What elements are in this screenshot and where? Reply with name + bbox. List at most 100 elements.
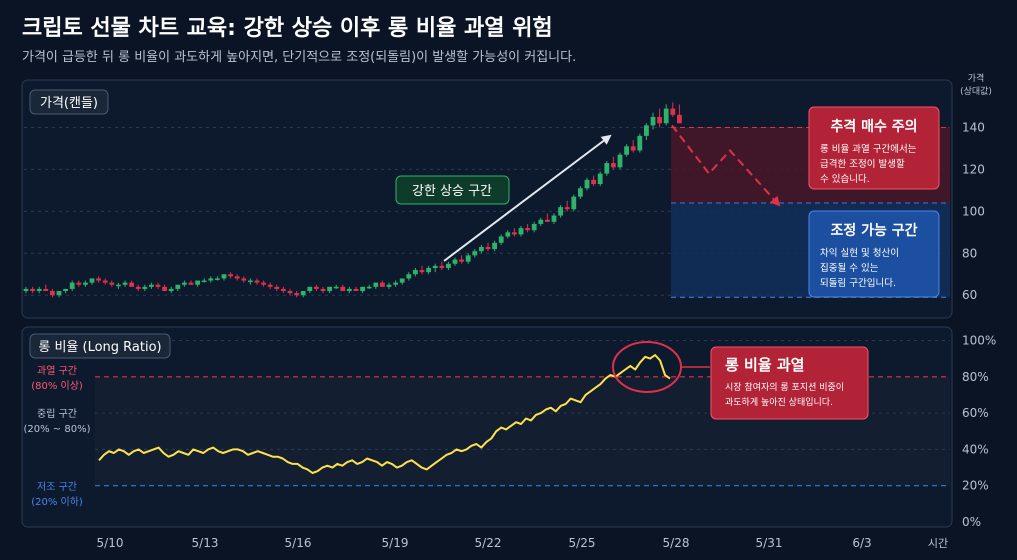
candle-body xyxy=(109,282,115,285)
candle-body xyxy=(624,146,629,155)
candle-body xyxy=(393,282,398,285)
ratio-tick-label: 40% xyxy=(962,442,989,456)
callout-ratio-box xyxy=(710,346,869,420)
candle-body xyxy=(83,282,88,285)
candle-body xyxy=(267,284,273,287)
candle-body xyxy=(182,282,187,285)
candle-body xyxy=(89,278,95,283)
candle-body xyxy=(248,280,253,283)
price-axis-title: 가격 xyxy=(968,72,985,84)
ratio-panel-label: 롱 비율 (Long Ratio) xyxy=(38,340,161,355)
forecast-path xyxy=(671,124,781,207)
candle-body xyxy=(188,282,194,285)
candle-body xyxy=(102,280,108,283)
callout-correction-text: 되돌림 구간입니다. xyxy=(820,277,896,289)
zone-label-low: (20% 이하) xyxy=(31,495,83,508)
candle-body xyxy=(228,274,233,277)
candle-body xyxy=(366,286,372,289)
price-tick-label: 140 xyxy=(962,120,985,134)
candle-body xyxy=(287,291,293,294)
x-axis-title: 시간 xyxy=(928,537,948,550)
candle-body xyxy=(373,282,379,287)
candle-body xyxy=(333,286,339,289)
candle-body xyxy=(518,228,524,235)
candle-body xyxy=(168,288,174,292)
candle-body xyxy=(485,246,491,250)
callout-ratio-text: 과도하게 높아진 상태입니다. xyxy=(725,396,833,408)
candle-body xyxy=(584,179,590,189)
candle-body xyxy=(446,263,451,268)
candle-body xyxy=(149,284,154,287)
callout-correction-text: 차익 실현 및 청산이 xyxy=(820,247,899,259)
callout-ratio-text: 시장 참여자의 롱 포지션 비중이 xyxy=(725,381,844,393)
candle-body xyxy=(76,282,82,285)
candle-body xyxy=(155,284,161,287)
callout-correction-box xyxy=(808,210,940,298)
candle-body xyxy=(201,280,207,283)
candle-body xyxy=(307,286,313,292)
candle-body xyxy=(23,288,29,292)
candle-body xyxy=(479,246,484,252)
rise-arrow xyxy=(443,134,612,262)
callout-chase-text: 롱 비율 과열 구간에서는 xyxy=(820,144,917,155)
candle-body xyxy=(135,286,141,289)
candle-body xyxy=(340,286,346,292)
candle-body xyxy=(657,116,662,124)
callout-chase-text: 수 있습니다. xyxy=(820,173,870,185)
candle-body xyxy=(234,276,240,279)
candle-body xyxy=(571,196,577,210)
price-tick-label: 80 xyxy=(962,246,977,260)
page-subtitle: 가격이 급등한 뒤 롱 비율이 과도하게 높아지면, 단기적으로 조정(되돌림)… xyxy=(22,50,577,65)
candle-body xyxy=(637,135,643,151)
candle-body xyxy=(578,188,583,197)
ratio-tick-label: 0% xyxy=(962,515,981,529)
x-tick-label: 5/22 xyxy=(475,536,502,550)
callout-correction-text: 집중될 수 있는 xyxy=(820,262,879,274)
callout-chase-title: 추격 매수 주의 xyxy=(830,118,917,135)
callout-chase-box xyxy=(808,106,940,190)
candle-body xyxy=(426,267,431,273)
candle-body xyxy=(670,108,676,115)
candle-body xyxy=(294,293,299,296)
x-tick-label: 6/3 xyxy=(852,536,871,550)
zone-label-low: 저조 구간 xyxy=(37,481,77,493)
candle-body xyxy=(215,278,220,280)
candle-body xyxy=(538,219,544,224)
candle-body xyxy=(505,232,511,237)
candle-body xyxy=(380,282,385,287)
price-axis-title: (상대값) xyxy=(960,85,992,97)
price-panel-label: 가격(캔들) xyxy=(40,96,98,111)
price-panel-label-box xyxy=(29,89,109,115)
x-tick-label: 5/19 xyxy=(382,536,409,550)
rise-label-box xyxy=(395,175,510,205)
candle-body xyxy=(300,291,306,296)
candle-body xyxy=(50,291,55,296)
candle-body xyxy=(281,288,286,292)
candle-body xyxy=(69,282,75,289)
candle-body xyxy=(432,265,438,268)
candle-body xyxy=(320,288,326,292)
x-tick-label: 5/31 xyxy=(756,536,783,550)
candle-body xyxy=(142,286,148,289)
price-tick-label: 60 xyxy=(962,288,977,302)
ratio-panel-label-box xyxy=(29,333,171,359)
candle-body xyxy=(129,282,134,287)
candle-body xyxy=(254,280,260,283)
candle-body xyxy=(465,255,471,262)
zone-label-high: (80% 이상) xyxy=(31,380,83,392)
x-tick-label: 5/13 xyxy=(192,536,219,550)
candle-body xyxy=(241,278,247,281)
candle-body xyxy=(439,265,445,268)
candle-body xyxy=(472,251,478,256)
candle-body xyxy=(175,284,181,289)
callout-chase-text: 급격한 조정이 발생할 xyxy=(820,158,905,170)
zone-label-mid: 중립 구간 xyxy=(37,407,77,420)
x-tick-label: 5/16 xyxy=(285,536,312,550)
candle-body xyxy=(399,278,405,283)
candle-body xyxy=(663,108,669,124)
candle-body xyxy=(327,286,332,292)
x-tick-label: 5/25 xyxy=(569,536,596,550)
candle-body xyxy=(274,286,280,289)
candle-body xyxy=(617,154,623,168)
